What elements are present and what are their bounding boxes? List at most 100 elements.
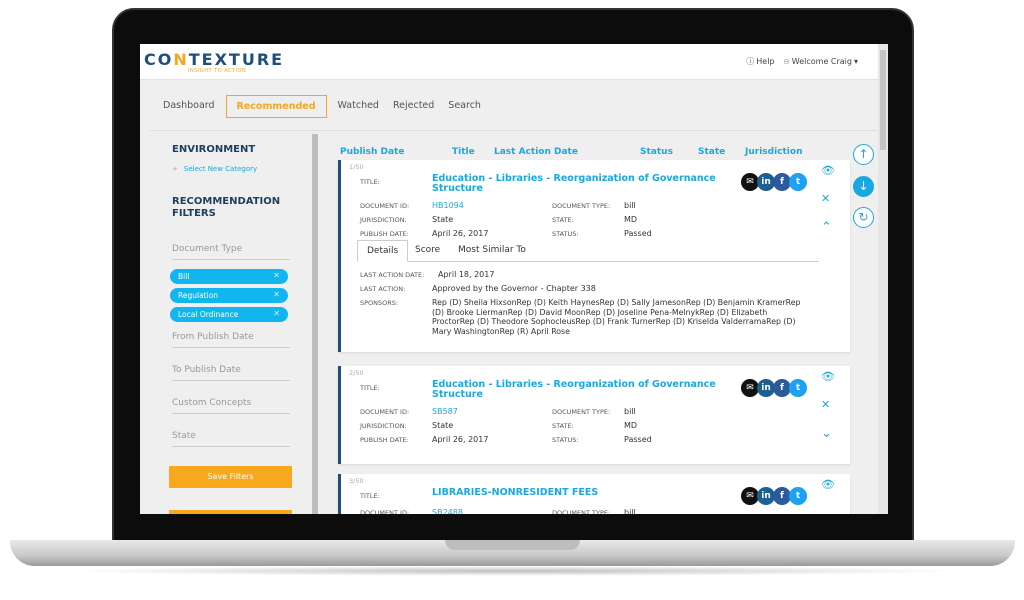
col-last-action-date[interactable]: Last Action Date <box>494 147 578 157</box>
card-title-link[interactable]: Education - Libraries - Reorganization o… <box>432 173 716 194</box>
result-card: 2/50 TITLE: Education - Libraries - Reor… <box>338 366 850 464</box>
label: DOCUMENT TYPE: <box>552 509 611 514</box>
user-menu[interactable]: Welcome Craig <box>791 57 852 66</box>
label: STATUS: <box>552 230 579 238</box>
label: SPONSORS: <box>360 299 399 307</box>
secondary-button[interactable] <box>169 510 292 514</box>
app-header: CONTEXTURE INSIGHT TO ACTION ⓘ Help ⊖ Welc… <box>140 44 878 80</box>
linkedin-icon[interactable]: in <box>757 487 775 505</box>
value: Approved by the Governor - Chapter 338 <box>432 284 596 293</box>
label: PUBLISH DATE: <box>360 436 409 444</box>
card-index: 2/50 <box>349 369 364 377</box>
state-field[interactable]: State <box>172 431 290 447</box>
card-title-link[interactable]: LIBRARIES-NONRESIDENT FEES <box>432 487 599 498</box>
tab-watched[interactable]: Watched <box>337 100 379 111</box>
col-jurisdiction[interactable]: Jurisdiction <box>745 147 803 157</box>
custom-concepts-field[interactable]: Custom Concepts <box>172 398 290 414</box>
twitter-icon[interactable]: t <box>789 173 807 191</box>
label: DOCUMENT TYPE: <box>552 408 611 416</box>
card-title-link[interactable]: Education - Libraries - Reorganization o… <box>432 379 716 400</box>
close-icon[interactable]: ✕ <box>273 290 280 299</box>
email-icon[interactable]: ✉ <box>741 173 759 191</box>
tab-dashboard[interactable]: Dashboard <box>163 100 215 111</box>
tab-most-similar[interactable]: Most Similar To <box>458 245 526 255</box>
select-category-link[interactable]: + Select New Category <box>172 165 257 173</box>
tab-rejected[interactable]: Rejected <box>392 100 435 111</box>
result-card: 3/50 TITLE: LIBRARIES-NONRESIDENT FEES D… <box>338 474 850 514</box>
result-card: 1/50 TITLE: Education - Libraries - Reor… <box>338 160 850 352</box>
collapse-icon[interactable]: ⌃ <box>821 220 832 235</box>
close-icon[interactable]: ✕ <box>821 398 831 411</box>
share-icons: ✉ in f t <box>741 173 807 191</box>
chip-bill[interactable]: Bill ✕ <box>170 269 288 284</box>
chip-label: Local Ordinance <box>178 310 239 319</box>
scroll-up-button[interactable]: ↑ <box>853 144 874 165</box>
sidebar-scrollbar[interactable] <box>312 134 318 514</box>
chip-regulation[interactable]: Regulation ✕ <box>170 288 288 303</box>
eye-icon[interactable]: 👁 <box>821 164 835 177</box>
logo-tagline: INSIGHT TO ACTION <box>188 68 247 74</box>
document-type-field[interactable]: Document Type <box>172 244 290 260</box>
label: DOCUMENT ID: <box>360 408 410 416</box>
email-icon[interactable]: ✉ <box>741 487 759 505</box>
document-id-link[interactable]: SB2488 <box>432 508 463 514</box>
chip-local-ordinance[interactable]: Local Ordinance ✕ <box>170 307 288 322</box>
divider <box>150 130 878 131</box>
eye-icon[interactable]: 👁 <box>821 478 835 491</box>
help-link[interactable]: Help <box>756 57 775 66</box>
value: bill <box>624 508 636 514</box>
close-icon[interactable]: ✕ <box>273 271 280 280</box>
linkedin-icon[interactable]: in <box>757 379 775 397</box>
scrollbar-thumb[interactable] <box>880 50 886 150</box>
facebook-icon[interactable]: f <box>773 379 791 397</box>
chip-label: Bill <box>178 272 190 281</box>
to-date-field[interactable]: To Publish Date <box>172 365 290 381</box>
document-id-link[interactable]: SB587 <box>432 407 458 416</box>
refresh-button[interactable]: ↻ <box>853 207 874 228</box>
tab-search[interactable]: Search <box>448 100 481 111</box>
tab-recommended[interactable]: Recommended <box>225 95 327 118</box>
label: JURISDICTION: <box>360 216 407 224</box>
close-icon[interactable]: ✕ <box>821 192 831 205</box>
twitter-icon[interactable]: t <box>789 379 807 397</box>
label: TITLE: <box>360 384 380 392</box>
save-filters-button[interactable]: Save Filters <box>169 466 292 488</box>
laptop-shadow <box>60 566 965 576</box>
plus-icon: + <box>172 165 178 173</box>
main-nav: Dashboard Recommended Watched Rejected S… <box>156 95 488 118</box>
label: LAST ACTION: <box>360 285 406 293</box>
email-icon[interactable]: ✉ <box>741 379 759 397</box>
col-state[interactable]: State <box>698 147 726 157</box>
label: DOCUMENT ID: <box>360 509 410 514</box>
scroll-down-button[interactable]: ↓ <box>853 176 874 197</box>
facebook-icon[interactable]: f <box>773 173 791 191</box>
close-icon[interactable]: ✕ <box>273 309 280 318</box>
card-index: 3/50 <box>349 477 364 485</box>
facebook-icon[interactable]: f <box>773 487 791 505</box>
eye-icon[interactable]: 👁 <box>821 370 835 383</box>
logo[interactable]: CONTEXTURE <box>144 50 285 69</box>
user-icon: ⊖ <box>783 57 790 66</box>
label: PUBLISH DATE: <box>360 230 409 238</box>
document-id-link[interactable]: HB1094 <box>432 201 464 210</box>
label: STATE: <box>552 422 574 430</box>
label: STATUS: <box>552 436 579 444</box>
app-screen: CONTEXTURE INSIGHT TO ACTION ⓘ Help ⊖ Welc… <box>140 44 888 514</box>
from-date-field[interactable]: From Publish Date <box>172 332 290 348</box>
col-status[interactable]: Status <box>640 147 673 157</box>
caret-down-icon[interactable]: ▾ <box>853 57 858 66</box>
col-publish-date[interactable]: Publish Date <box>340 147 405 157</box>
col-title[interactable]: Title <box>452 147 475 157</box>
value: April 18, 2017 <box>438 270 495 279</box>
tab-score[interactable]: Score <box>415 245 441 255</box>
label: JURISDICTION: <box>360 422 407 430</box>
expand-icon[interactable]: ⌄ <box>821 426 832 441</box>
value: bill <box>624 407 636 416</box>
detail-tabs: Details Score Most Similar To <box>357 240 819 262</box>
linkedin-icon[interactable]: in <box>757 173 775 191</box>
twitter-icon[interactable]: t <box>789 487 807 505</box>
page-scrollbar[interactable] <box>878 44 888 514</box>
filters-heading: RECOMMENDATION FILTERS <box>172 196 281 219</box>
sponsors-value: Rep (D) Sheila HixsonRep (D) Keith Hayne… <box>432 298 801 336</box>
tab-details[interactable]: Details <box>357 240 409 262</box>
